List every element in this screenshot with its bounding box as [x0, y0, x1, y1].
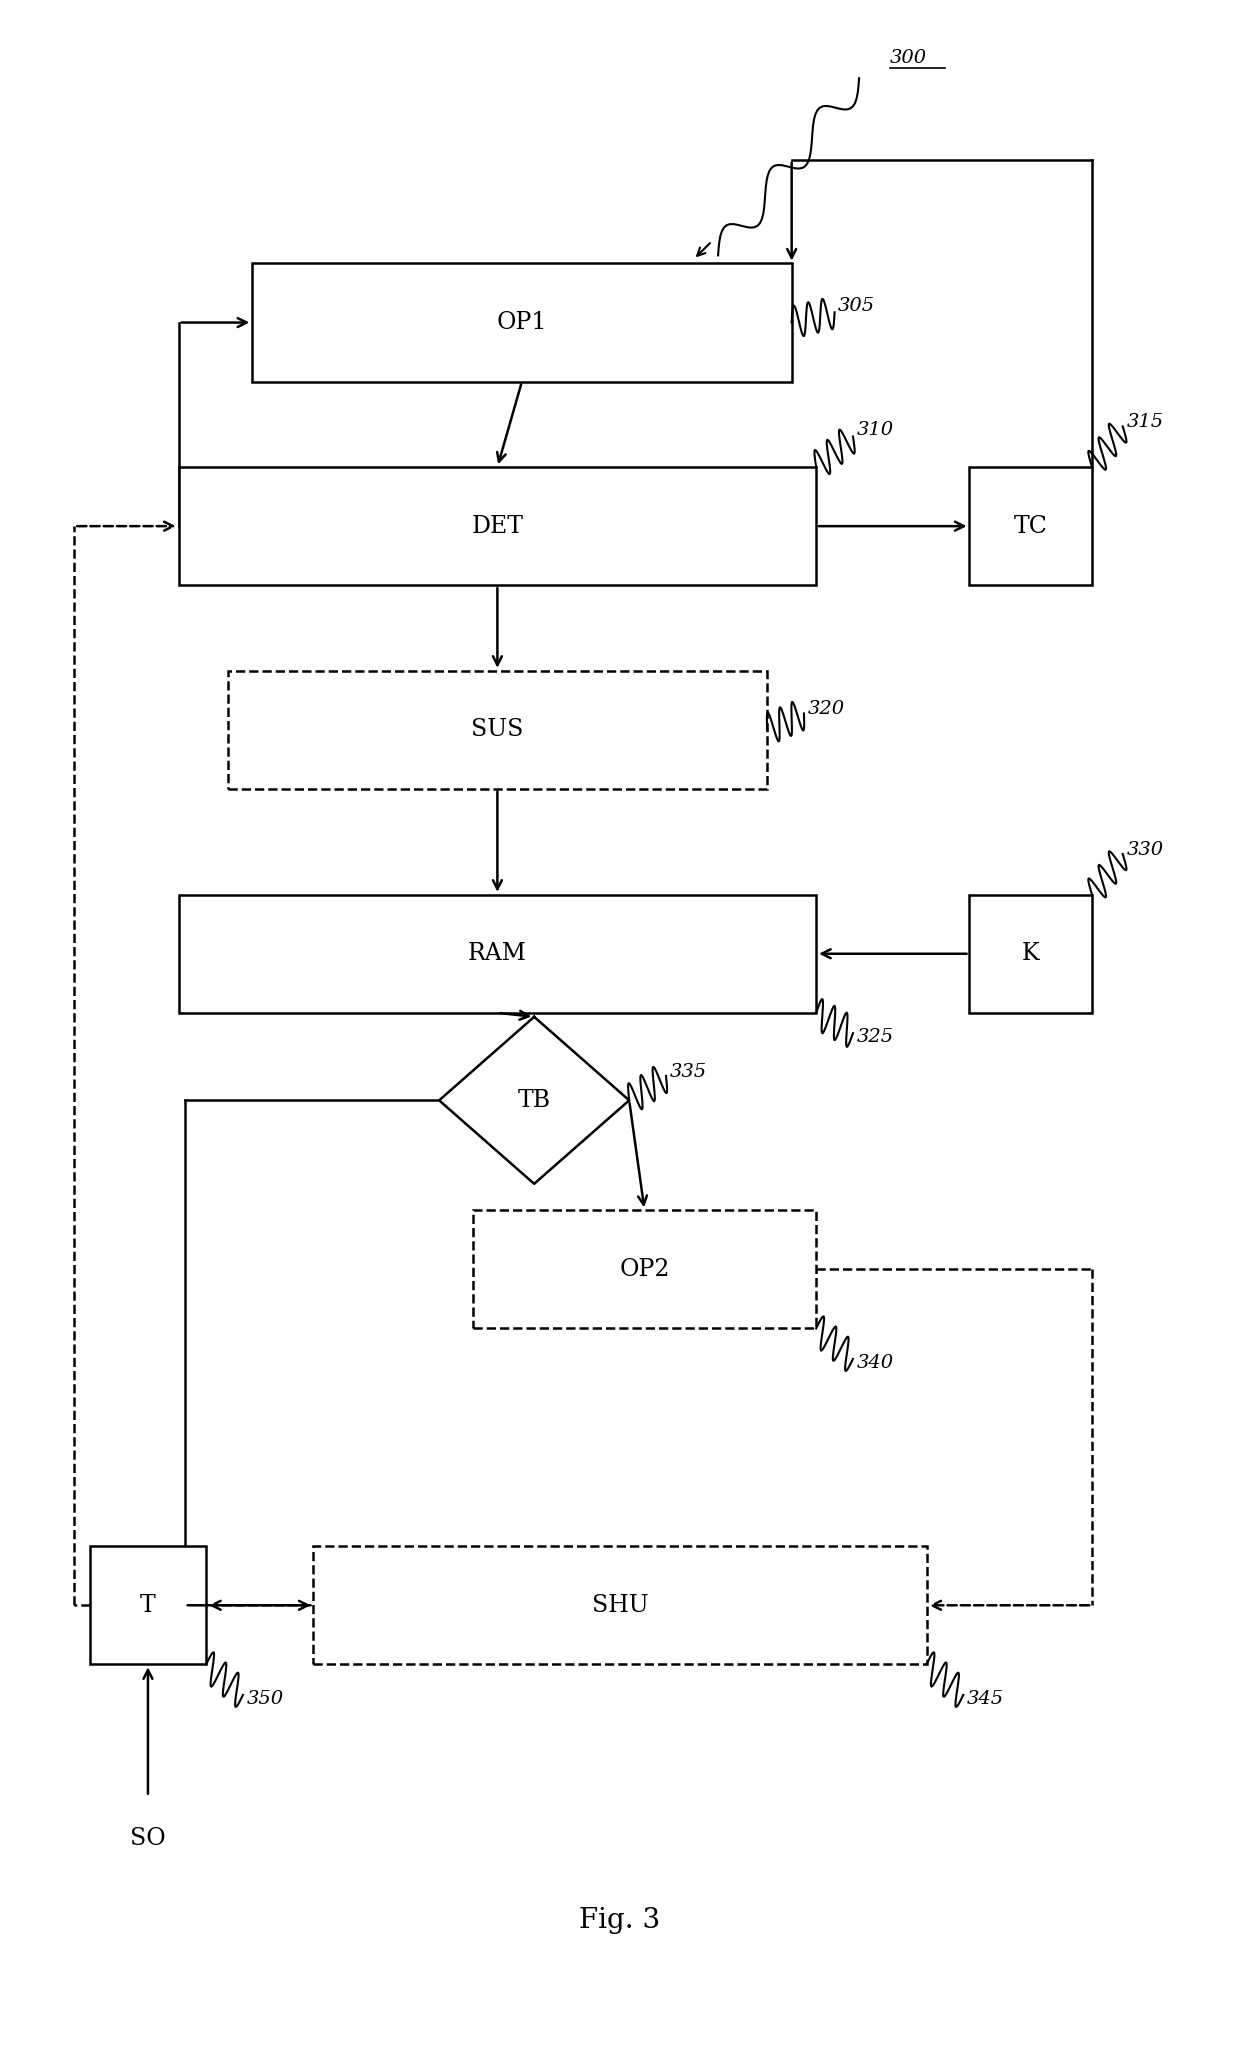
Text: 320: 320 — [807, 701, 844, 717]
Text: 345: 345 — [967, 1689, 1004, 1708]
Text: RAM: RAM — [467, 943, 527, 966]
FancyBboxPatch shape — [89, 1546, 206, 1665]
FancyBboxPatch shape — [970, 467, 1092, 584]
Text: 330: 330 — [1126, 840, 1163, 859]
Text: 310: 310 — [857, 422, 894, 439]
Text: 340: 340 — [857, 1353, 894, 1371]
Text: 315: 315 — [1126, 414, 1163, 430]
Text: TB: TB — [517, 1089, 551, 1111]
FancyBboxPatch shape — [179, 467, 816, 584]
Text: OP1: OP1 — [497, 312, 547, 334]
FancyBboxPatch shape — [472, 1210, 816, 1328]
Text: 335: 335 — [670, 1062, 707, 1080]
Text: K: K — [1022, 943, 1039, 966]
Text: SO: SO — [130, 1827, 166, 1851]
Text: T: T — [140, 1593, 156, 1617]
Text: SHU: SHU — [591, 1593, 649, 1617]
FancyBboxPatch shape — [252, 264, 791, 381]
Text: TC: TC — [1014, 515, 1048, 537]
FancyBboxPatch shape — [970, 894, 1092, 1013]
Text: SUS: SUS — [471, 718, 523, 742]
FancyBboxPatch shape — [179, 894, 816, 1013]
Text: 325: 325 — [857, 1029, 894, 1046]
Polygon shape — [439, 1017, 629, 1183]
Text: 305: 305 — [838, 297, 875, 316]
Text: OP2: OP2 — [619, 1259, 670, 1281]
Text: DET: DET — [471, 515, 523, 537]
Text: 350: 350 — [247, 1689, 284, 1708]
Text: Fig. 3: Fig. 3 — [579, 1906, 661, 1935]
Text: 300: 300 — [890, 49, 926, 68]
FancyBboxPatch shape — [228, 670, 768, 789]
FancyBboxPatch shape — [314, 1546, 926, 1665]
